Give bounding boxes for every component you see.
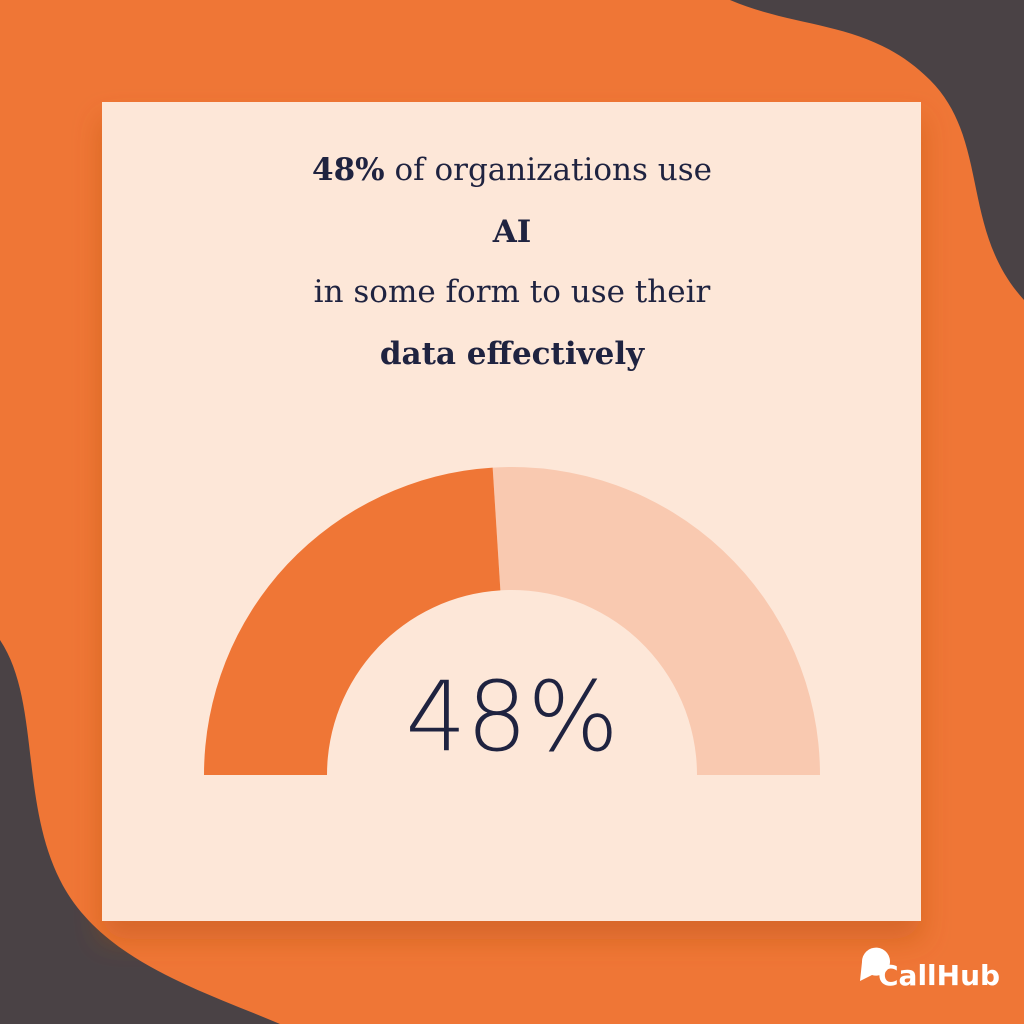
- blob-top-right: [730, 0, 1024, 300]
- title-part: AI: [492, 214, 532, 250]
- value-label: 48%: [405, 661, 618, 773]
- title-part: in some form to use their: [314, 274, 711, 310]
- blob-bottom-left: [0, 640, 280, 1024]
- title-line: in some form to use their: [314, 274, 711, 310]
- gauge-track: [492, 467, 820, 775]
- logo: CallHub: [860, 947, 1000, 992]
- title-line: AI: [492, 214, 532, 250]
- gauge-value: [204, 467, 501, 775]
- title-line: 48% of organizations use: [312, 152, 712, 188]
- title-part: 48%: [312, 152, 385, 188]
- brand: CallHub: [878, 959, 1000, 992]
- title-part: data effectively: [380, 336, 645, 372]
- logo-icon: [860, 947, 890, 981]
- title-line: data effectively: [380, 336, 645, 372]
- title-part: of organizations use: [385, 152, 712, 188]
